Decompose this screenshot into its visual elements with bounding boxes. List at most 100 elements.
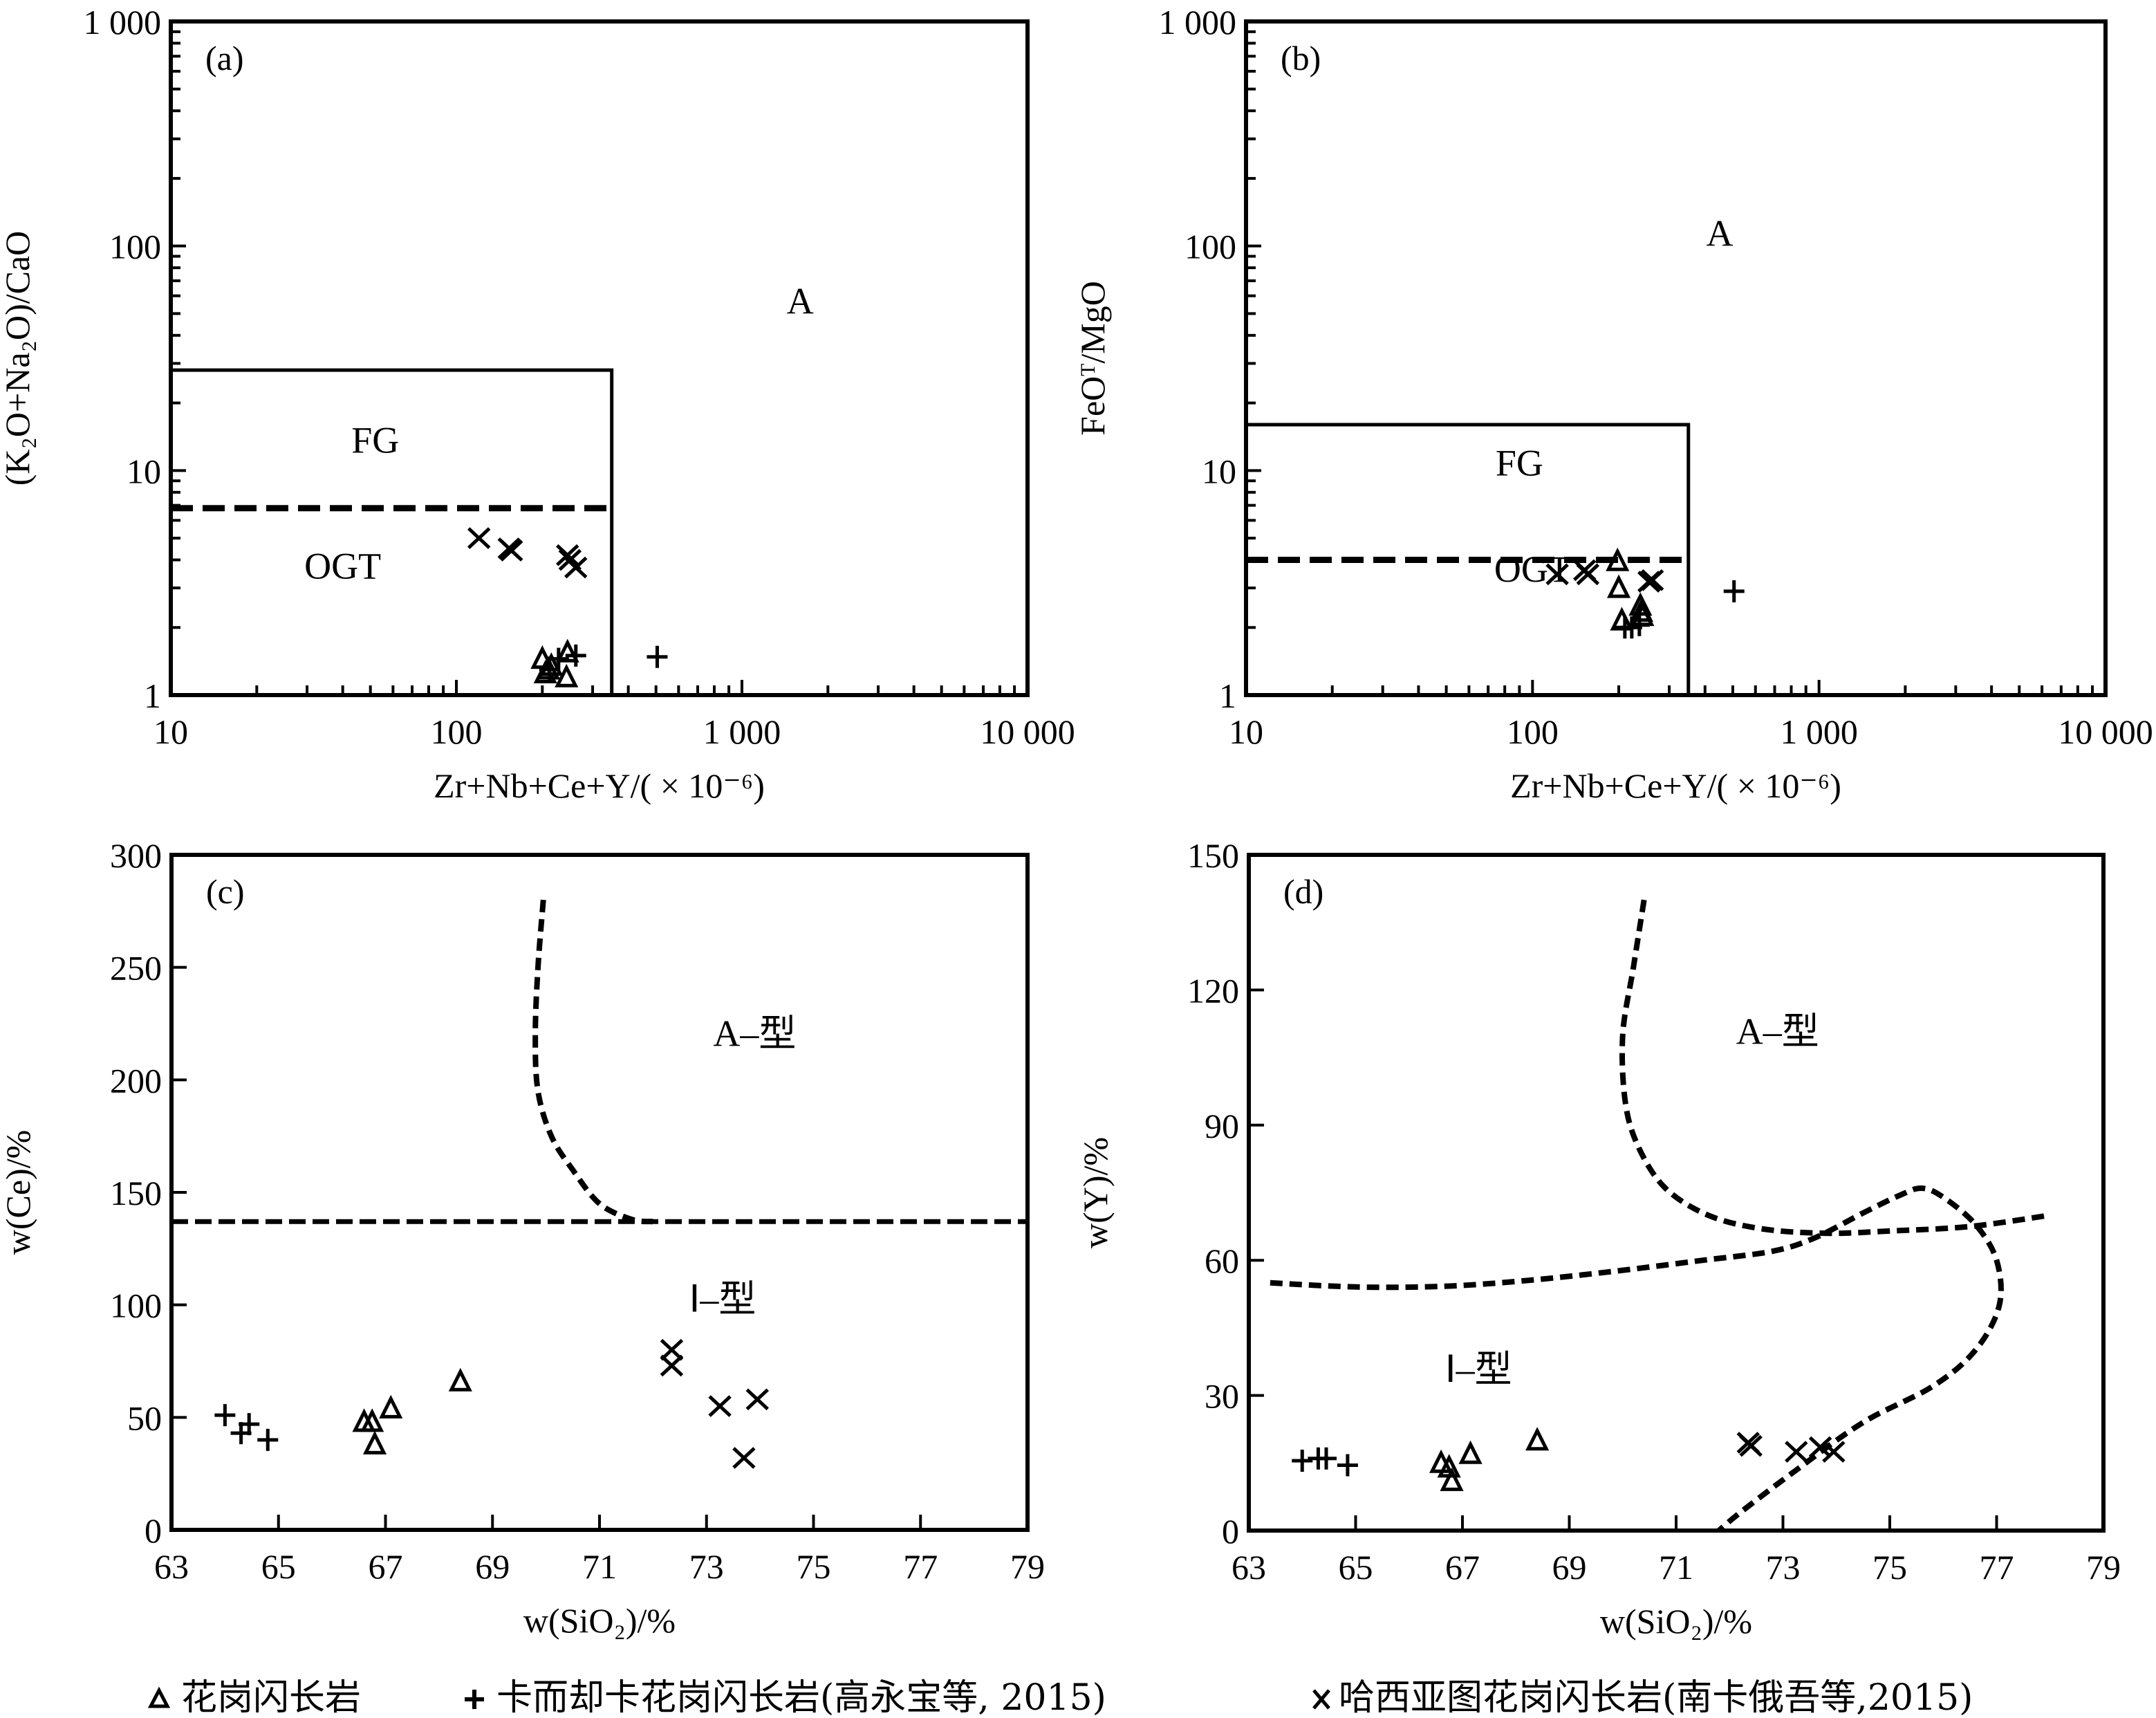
y-tick-label: 150 bbox=[110, 1174, 162, 1212]
plus-marker bbox=[539, 658, 560, 681]
cross-marker bbox=[660, 1354, 684, 1377]
x-tick-label: 10 000 bbox=[2058, 712, 2153, 751]
y-tick-label: 120 bbox=[1187, 971, 1239, 1010]
x-tick-label: 79 bbox=[1010, 1547, 1045, 1586]
cross-marker bbox=[556, 544, 579, 566]
x-tick-label: 73 bbox=[689, 1547, 724, 1586]
plus-marker bbox=[1723, 580, 1745, 602]
x-tick-label: 69 bbox=[475, 1547, 510, 1586]
triangle-marker bbox=[362, 1430, 387, 1454]
x-axis-title: Zr+Nb+Ce+Y/( × 10⁻⁶) bbox=[1510, 766, 1841, 805]
series-cross bbox=[1736, 1432, 1846, 1463]
legend: 花岗闪长岩 卡而却卡花岗闪长岩(高永宝等, 2015) 哈西亚图花岗闪长岩(南卡… bbox=[147, 1677, 1973, 1718]
triangle-marker bbox=[448, 1367, 472, 1392]
triangle-marker bbox=[555, 663, 579, 687]
legend-label: 花岗闪长岩 bbox=[181, 1677, 361, 1718]
y-tick-label: 10 bbox=[1202, 452, 1236, 490]
x-tick-label: 1 000 bbox=[703, 712, 781, 751]
y-tick-label: 150 bbox=[1187, 836, 1239, 875]
panel-label: (a) bbox=[205, 39, 244, 77]
region-label: A bbox=[1706, 213, 1733, 255]
triangle-marker bbox=[1525, 1427, 1550, 1451]
region-label: FG bbox=[1496, 443, 1543, 484]
cross-marker bbox=[708, 1395, 732, 1417]
cross-marker bbox=[732, 1447, 756, 1469]
y-tick-label: 1 bbox=[144, 676, 161, 715]
plus-marker bbox=[1292, 1450, 1313, 1472]
series-plus bbox=[1614, 580, 1745, 639]
series-cross bbox=[660, 1338, 769, 1469]
cross-marker bbox=[745, 1388, 769, 1411]
plot-frame bbox=[1244, 19, 2108, 697]
series-cross bbox=[467, 527, 588, 579]
plus-marker bbox=[1337, 1454, 1358, 1477]
x-tick-label: 79 bbox=[2086, 1548, 2121, 1587]
series-cross bbox=[1545, 559, 1664, 593]
cross-marker bbox=[1640, 569, 1664, 591]
region-label: OGT bbox=[304, 546, 381, 587]
y-tick-label: 90 bbox=[1205, 1107, 1239, 1145]
y-tick-label: 1 000 bbox=[84, 3, 162, 41]
dashed-boundary-curve bbox=[532, 899, 653, 1225]
triangle-marker bbox=[555, 638, 579, 663]
plus-marker bbox=[239, 1413, 260, 1436]
y-axis-title: w(Ce)/% bbox=[0, 1130, 37, 1255]
cross-marker bbox=[558, 548, 582, 571]
plot-frame bbox=[1247, 853, 2106, 1533]
plus-marker bbox=[214, 1404, 236, 1427]
plus-marker-icon bbox=[465, 1690, 484, 1709]
triangle-marker bbox=[1458, 1440, 1483, 1464]
panel-label: (b) bbox=[1281, 39, 1321, 77]
region-label: A–型 bbox=[1736, 1011, 1819, 1053]
series-plus bbox=[539, 644, 668, 681]
cross-marker bbox=[467, 527, 491, 549]
plus-marker bbox=[548, 647, 569, 670]
x-tick-label: 10 000 bbox=[980, 712, 1075, 751]
region-label: A–型 bbox=[713, 1013, 796, 1055]
cross-marker bbox=[1808, 1436, 1832, 1459]
x-tick-label: 75 bbox=[797, 1547, 831, 1586]
cross-marker bbox=[1822, 1441, 1846, 1463]
legend-item-plus: 卡而却卡花岗闪长岩(高永宝等, 2015) bbox=[465, 1677, 1106, 1718]
panel-c: 63 65 67 69 71 73 75 77 79 0 50 100 150 200 250 300 A–型 Ⅰ… bbox=[0, 836, 1045, 1640]
x-axis-title: w(SiO₂)/% bbox=[1600, 1602, 1752, 1641]
cross-marker bbox=[1576, 563, 1600, 586]
x-tick-label: 100 bbox=[1507, 712, 1559, 751]
dashed-boundary-curve bbox=[1270, 1185, 2004, 1533]
x-axis-title: Zr+Nb+Ce+Y/( × 10⁻⁶) bbox=[434, 766, 765, 805]
y-tick-label: 200 bbox=[110, 1061, 162, 1100]
fg-boundary-line bbox=[1246, 423, 1691, 695]
y-tick-label: 1 000 bbox=[1159, 3, 1237, 41]
x-tick-label: 63 bbox=[154, 1547, 189, 1586]
x-tick-label: 10 bbox=[1229, 712, 1263, 751]
series-triangle bbox=[1429, 1427, 1550, 1491]
y-tick-label: 0 bbox=[1222, 1512, 1239, 1551]
region-label: OGT bbox=[1494, 548, 1571, 590]
y-axis-title: FeOᵀ/MgO bbox=[1073, 281, 1112, 436]
fg-boundary-line bbox=[171, 368, 614, 695]
panel-d: 63 65 67 69 71 73 75 77 79 0 30 60 90 120 150 A–型 Ⅰ–型 (d)… bbox=[1076, 836, 2121, 1641]
x-tick-label: 1 000 bbox=[1780, 712, 1858, 751]
triangle-marker bbox=[1607, 574, 1631, 598]
x-tick-label: 77 bbox=[1980, 1548, 2014, 1587]
y-tick-label: 30 bbox=[1205, 1377, 1239, 1416]
plus-marker bbox=[565, 644, 586, 667]
plus-marker bbox=[1628, 613, 1650, 636]
cross-marker bbox=[1785, 1441, 1808, 1463]
region-label: A bbox=[787, 280, 814, 322]
triangle-marker-icon bbox=[147, 1686, 171, 1708]
y-tick-label: 100 bbox=[109, 228, 161, 266]
x-tick-label: 71 bbox=[582, 1547, 617, 1586]
x-tick-label: 69 bbox=[1552, 1548, 1587, 1587]
y-tick-label: 1 bbox=[1219, 676, 1236, 715]
region-label: Ⅰ–型 bbox=[1445, 1349, 1512, 1390]
y-tick-label: 100 bbox=[110, 1286, 162, 1325]
series-triangle bbox=[352, 1367, 472, 1454]
triangle-marker bbox=[1606, 547, 1630, 571]
region-label: FG bbox=[351, 420, 399, 461]
plus-marker bbox=[647, 645, 668, 668]
plot-frame bbox=[169, 19, 1030, 697]
